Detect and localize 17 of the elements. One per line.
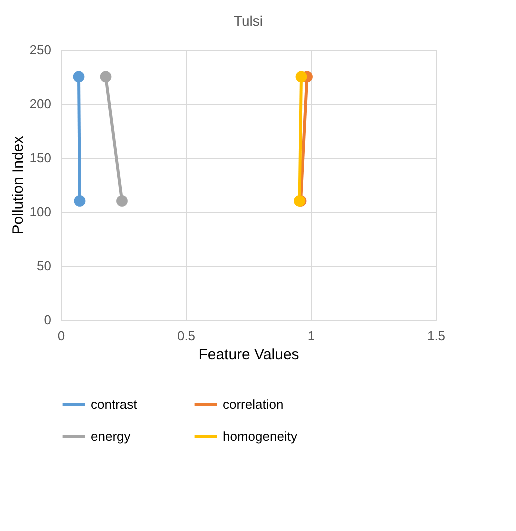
y-tick-label: 250 [30,42,52,58]
y-tick-label: 150 [30,150,52,166]
chart-title: Tulsi [234,13,264,29]
y-tick-label: 100 [30,204,52,220]
x-axis-title: Feature Values [198,346,300,364]
legend-label: contrast [91,397,138,412]
y-tick-label: 200 [30,96,52,112]
legend-label: energy [91,429,132,444]
y-tick-label: 50 [37,258,52,274]
y-axis-title: Pollution Index [10,136,27,235]
x-tick-label: 1.5 [427,328,446,344]
y-tick-label: 0 [44,312,52,328]
x-tick-label: 0 [58,328,66,344]
legend-label: correlation [223,397,284,412]
legend-label: homogeneity [223,429,298,444]
x-tick-label: 1 [308,328,316,344]
x-tick-label: 0.5 [177,328,196,344]
